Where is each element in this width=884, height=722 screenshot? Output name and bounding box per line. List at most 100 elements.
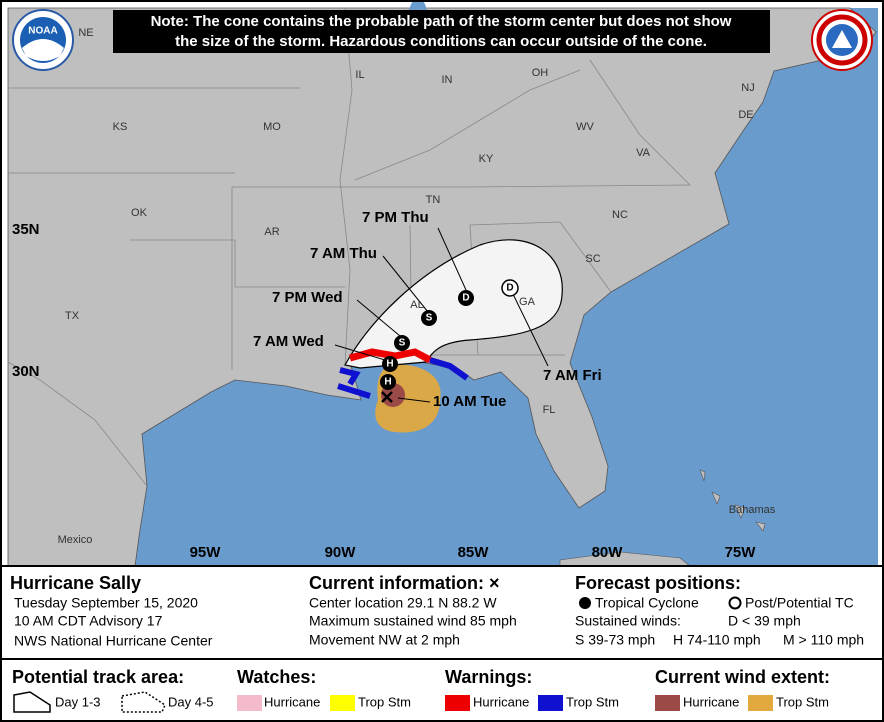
track-point	[458, 290, 474, 306]
legend-title: Watches:	[237, 667, 316, 687]
state-label: IL	[355, 69, 364, 81]
hurricane-watch-swatch	[237, 695, 262, 711]
track-point	[394, 335, 410, 351]
note-box	[113, 10, 770, 53]
track-marker: S	[426, 313, 433, 324]
info-line: 10 AM CDT Advisory 17	[14, 613, 163, 629]
forecast-time: 7 PM Thu	[362, 209, 429, 226]
leader-line	[397, 397, 431, 403]
storm-watch-swatch	[330, 695, 355, 711]
longitude-label: 95W	[190, 544, 222, 561]
state-label: TN	[426, 194, 441, 206]
forecast-line: S 39-73 mph	[575, 632, 655, 648]
track-point	[380, 374, 396, 390]
state-label: KY	[479, 153, 494, 165]
longitude-label: 80W	[592, 544, 624, 561]
tropical-icon	[579, 597, 591, 609]
state-label: SC	[585, 253, 600, 265]
hurricane-warning-swatch	[445, 695, 470, 711]
place-label: Bahamas	[729, 504, 776, 516]
leader-line	[334, 344, 386, 361]
longitude-label: 75W	[725, 544, 757, 561]
state-label: NJ	[741, 82, 754, 94]
forecast-time: 7 PM Wed	[272, 289, 343, 306]
forecast-line: Tropical Cyclone	[595, 595, 699, 611]
longitude-label: 85W	[458, 544, 490, 561]
current-line: Movement NW at 2 mph	[309, 632, 460, 648]
track-point	[421, 310, 437, 326]
legend-title: Current wind extent:	[655, 667, 830, 687]
state-label: MO	[263, 121, 281, 133]
forecast-line: H 74-110 mph	[673, 632, 761, 648]
storm-warning-swatch	[538, 695, 563, 711]
track-marker: D	[506, 283, 513, 294]
state-label: GA	[519, 296, 536, 308]
leader-line	[356, 299, 401, 337]
forecast-time: 7 AM Wed	[253, 333, 324, 350]
current-line: Center location 29.1 N 88.2 W	[309, 595, 497, 611]
longitude-label: 90W	[325, 544, 357, 561]
post-icon	[728, 596, 742, 610]
track-marker: D	[462, 293, 469, 304]
leader-line	[437, 227, 467, 291]
storm-wind-swatch	[748, 695, 773, 711]
forecast-line: M > 110 mph	[783, 632, 864, 648]
state-label: AL	[410, 299, 423, 311]
legend-item: Hurricane	[683, 694, 739, 709]
legend-item: Trop Stm	[358, 694, 411, 709]
forecast-time: 7 AM Thu	[310, 245, 377, 262]
legend-item: Trop Stm	[566, 694, 619, 709]
leader-line	[511, 291, 549, 367]
state-label: DE	[738, 109, 753, 121]
state-label: WV	[576, 121, 594, 133]
state-label: VA	[636, 147, 651, 159]
current-line: Maximum sustained wind 85 mph	[309, 613, 517, 629]
legend-item: Hurricane	[264, 694, 320, 709]
forecast-line: Sustained winds:	[575, 613, 681, 629]
tropical-storm-warning	[339, 367, 361, 386]
place-label: Mexico	[58, 534, 93, 546]
leader-line	[382, 255, 429, 313]
day13-icon	[13, 691, 51, 713]
legend-item: Trop Stm	[776, 694, 829, 709]
forecast-line: D < 39 mph	[728, 613, 801, 629]
hurricane-wind-swatch	[655, 695, 680, 711]
track-marker: S	[399, 338, 406, 349]
note-text: Note: The cone contains the probable pat…	[151, 13, 732, 30]
islands	[559, 469, 766, 567]
map: H H S S D D 7 PM Thu 7 AM Thu 7 PM Wed 7…	[7, 0, 878, 567]
info-line: Tuesday September 15, 2020	[14, 595, 198, 611]
forecast-title: Forecast positions:	[575, 573, 741, 593]
legend-item: Day 4-5	[168, 694, 214, 709]
track-point	[501, 279, 519, 297]
legend-title: Warnings:	[445, 667, 532, 687]
legend-item: Day 1-3	[55, 694, 101, 709]
track-marker: H	[386, 359, 393, 370]
nws-logo	[811, 9, 873, 71]
state-label: IN	[442, 74, 453, 86]
track-marker: H	[384, 377, 391, 388]
forecast-line: Post/Potential TC	[745, 595, 854, 611]
current-title: Current information: ×	[309, 573, 500, 593]
info-line: NWS National Hurricane Center	[14, 633, 213, 649]
note-text: the size of the storm. Hazardous conditi…	[175, 33, 707, 50]
tropical-storm-warning	[337, 383, 371, 399]
day45-icon	[121, 691, 166, 713]
tropical-storm-warning	[429, 357, 469, 381]
state-label: FL	[543, 404, 556, 416]
current-position	[381, 391, 393, 403]
forecast-time: 10 AM Tue	[433, 393, 506, 410]
state-label: KS	[113, 121, 128, 133]
state-label: OK	[131, 207, 148, 219]
storm-name: Hurricane Sally	[10, 573, 141, 593]
state-label: NE	[78, 27, 93, 39]
state-label: TX	[65, 310, 80, 322]
state-label: OH	[532, 67, 549, 79]
borders	[7, 7, 691, 487]
state-label: NC	[612, 209, 628, 221]
legend-title: Potential track area:	[12, 667, 184, 687]
noaa-text: NOAA	[28, 26, 57, 37]
